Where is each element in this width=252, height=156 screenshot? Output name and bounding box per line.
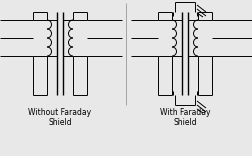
Text: With Faraday
Shield: With Faraday Shield	[159, 108, 209, 127]
Text: Without Faraday
Shield: Without Faraday Shield	[28, 108, 91, 127]
